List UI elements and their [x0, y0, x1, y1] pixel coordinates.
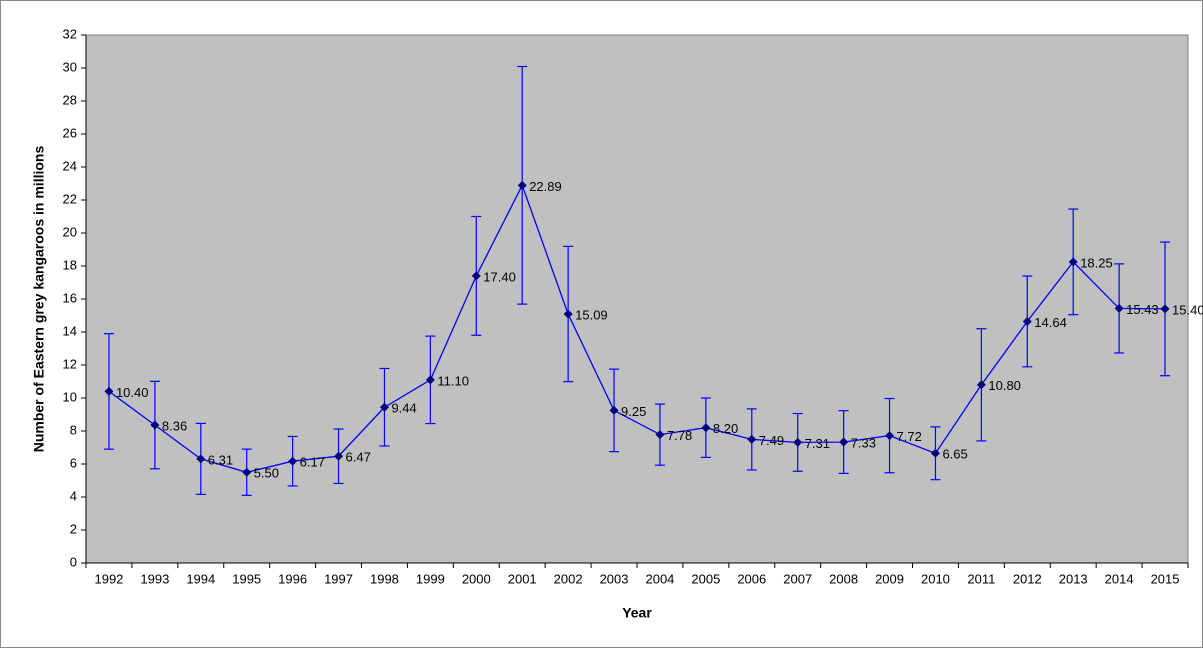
x-tick-label: 2009 [875, 571, 904, 586]
x-tick-label: 1993 [140, 571, 169, 586]
y-tick-label: 16 [63, 290, 77, 305]
x-tick-label: 1996 [278, 571, 307, 586]
data-label: 8.36 [162, 418, 187, 433]
x-tick-label: 1992 [94, 571, 123, 586]
data-label: 6.17 [300, 455, 325, 470]
data-label: 6.65 [942, 447, 967, 462]
y-tick-label: 8 [70, 422, 77, 437]
data-label: 7.72 [897, 429, 922, 444]
x-tick-label: 2001 [508, 571, 537, 586]
data-label: 6.31 [208, 452, 233, 467]
y-tick-label: 22 [63, 191, 77, 206]
marker [517, 180, 527, 190]
marker [655, 430, 665, 440]
y-tick-label: 28 [63, 92, 77, 107]
y-tick-label: 10 [63, 389, 77, 404]
data-label: 15.40 [1172, 302, 1203, 317]
x-tick-label: 2012 [1013, 571, 1042, 586]
data-label: 7.31 [805, 436, 830, 451]
y-tick-label: 20 [63, 224, 77, 239]
x-tick-label: 1999 [416, 571, 445, 586]
x-tick-label: 2014 [1105, 571, 1134, 586]
marker [288, 456, 298, 466]
data-label: 9.25 [621, 404, 646, 419]
marker [196, 454, 206, 464]
data-label: 7.78 [667, 428, 692, 443]
y-tick-label: 6 [70, 455, 77, 470]
x-tick-label: 2013 [1059, 571, 1088, 586]
y-tick-label: 32 [63, 26, 77, 41]
x-tick-label: 2011 [967, 571, 995, 586]
marker [1160, 304, 1170, 314]
marker [104, 386, 114, 396]
data-label: 10.80 [988, 378, 1021, 393]
plot-area [85, 34, 1189, 564]
marker [976, 380, 986, 390]
x-tick-label: 2002 [554, 571, 583, 586]
x-tick-label: 1998 [370, 571, 399, 586]
marker [930, 448, 940, 458]
marker [747, 434, 757, 444]
x-tick-label: 2006 [737, 571, 766, 586]
y-tick-label: 14 [63, 323, 77, 338]
marker [701, 423, 711, 433]
data-label: 14.64 [1034, 315, 1067, 330]
data-label: 22.89 [529, 179, 562, 194]
marker [425, 375, 435, 385]
x-tick-label: 2007 [783, 571, 812, 586]
data-label: 6.47 [346, 450, 371, 465]
x-tick-label: 1994 [186, 571, 215, 586]
marker [1022, 316, 1032, 326]
data-label: 17.40 [483, 269, 516, 284]
y-tick-label: 18 [63, 257, 77, 272]
marker [150, 420, 160, 430]
data-label: 5.50 [254, 466, 279, 481]
marker [379, 402, 389, 412]
marker [242, 467, 252, 477]
data-label: 15.09 [575, 307, 608, 322]
y-tick-label: 2 [70, 521, 77, 536]
marker [609, 405, 619, 415]
x-tick-label: 1997 [324, 571, 353, 586]
x-tick-label: 2015 [1151, 571, 1180, 586]
y-tick-label: 4 [70, 488, 77, 503]
x-axis-label: Year [622, 605, 652, 621]
x-tick-label: 2005 [691, 571, 720, 586]
y-tick-label: 0 [70, 554, 77, 569]
marker [471, 271, 481, 281]
y-tick-label: 24 [63, 158, 77, 173]
marker [839, 437, 849, 447]
data-label: 11.10 [437, 373, 469, 388]
x-tick-label: 2000 [462, 571, 491, 586]
marker [885, 431, 895, 441]
data-label: 9.44 [391, 401, 416, 416]
y-tick-label: 12 [63, 356, 77, 371]
marker [793, 437, 803, 447]
marker [334, 451, 344, 461]
x-tick-label: 2010 [921, 571, 950, 586]
x-tick-label: 2008 [829, 571, 858, 586]
data-label: 18.25 [1080, 255, 1113, 270]
data-label: 10.40 [116, 385, 149, 400]
data-label: 7.49 [759, 433, 784, 448]
y-tick-label: 30 [63, 59, 77, 74]
data-label: 15.43 [1126, 302, 1159, 317]
marker [1114, 303, 1124, 313]
y-axis-label: Number of Eastern grey kangaroos in mill… [31, 146, 47, 453]
y-tick-label: 26 [63, 125, 77, 140]
x-tick-label: 1995 [232, 571, 261, 586]
marker [563, 309, 573, 319]
data-label: 8.20 [713, 421, 738, 436]
data-label: 7.33 [851, 435, 876, 450]
x-tick-label: 2003 [600, 571, 629, 586]
series-line [108, 183, 1166, 473]
x-tick-label: 2004 [645, 571, 674, 586]
marker [1068, 257, 1078, 267]
